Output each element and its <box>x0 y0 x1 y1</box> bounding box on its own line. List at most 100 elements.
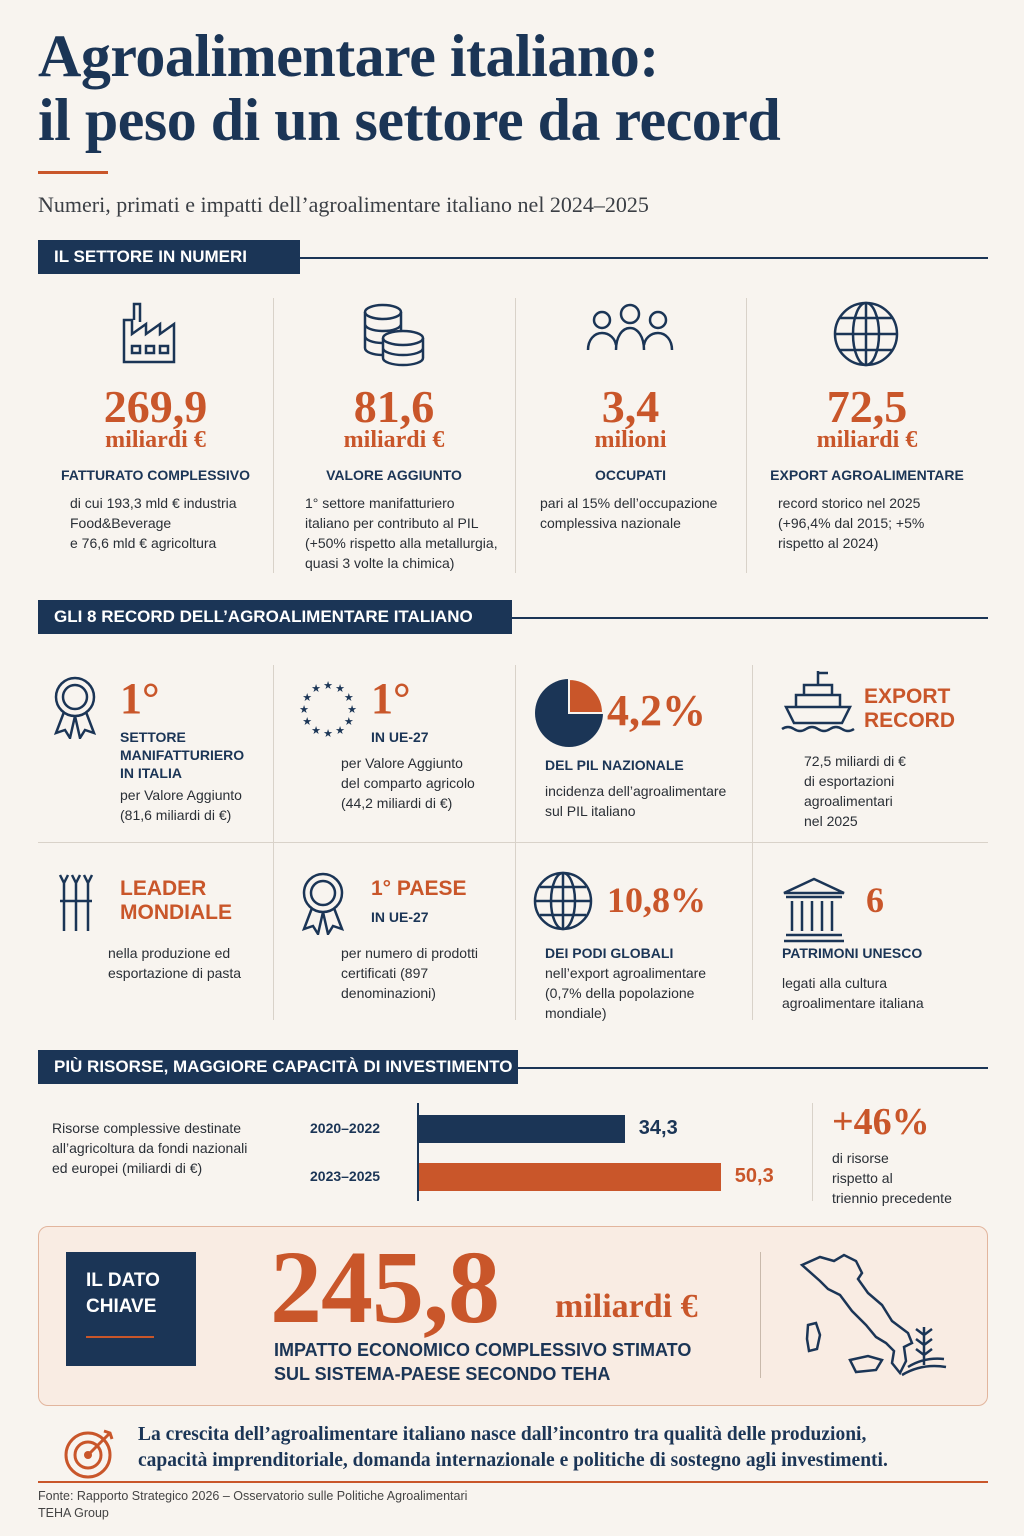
stat-label: EXPORT AGROALIMENTARE <box>770 467 964 483</box>
stat-unit: miliardi € <box>816 427 918 453</box>
svg-text:★: ★ <box>344 692 354 704</box>
record-description: esportazione di pasta <box>108 965 242 981</box>
svg-text:★: ★ <box>335 725 345 737</box>
record-description: per Valore Aggiunto <box>120 787 242 803</box>
stat-icon <box>586 303 673 351</box>
record-label: SETTORE <box>120 729 186 745</box>
stat-value: 72,5 <box>826 381 908 432</box>
key-description: SUL SISTEMA-PAESE SECONDO TEHA <box>274 1364 611 1384</box>
divider <box>273 298 274 573</box>
record-headline: 1° <box>371 674 411 723</box>
record-icon <box>53 676 97 739</box>
badge <box>66 1252 196 1366</box>
bar-category: 2023–2025 <box>310 1168 381 1184</box>
subtitle: Numeri, primati e impatti dell’agroalime… <box>38 192 649 217</box>
key-unit: miliardi € <box>555 1288 698 1325</box>
record-description: agroalimentari <box>804 793 893 809</box>
record-description: legati alla cultura <box>782 975 888 991</box>
record-label: IN UE-27 <box>371 909 429 925</box>
stat-description: rispetto al 2024) <box>778 535 879 551</box>
conclusion-line: capacità imprenditoriale, domanda intern… <box>138 1450 888 1471</box>
record-icon <box>535 677 605 747</box>
record-headline: 6 <box>866 880 884 920</box>
stat-description: quasi 3 volte la chimica) <box>305 555 455 571</box>
stat-description: e 76,6 mld € agricoltura <box>70 535 217 551</box>
svg-text:★: ★ <box>344 716 354 728</box>
divider <box>746 298 747 573</box>
record-description: per numero di prodotti <box>341 945 478 961</box>
key-panel <box>38 1226 988 1406</box>
record-label: DEI PODI GLOBALI <box>545 945 674 961</box>
record-description: (81,6 miliardi di €) <box>120 807 232 823</box>
record-headline: EXPORT <box>864 685 951 708</box>
stat-icon <box>363 303 425 367</box>
record-icon <box>533 871 593 931</box>
bar <box>419 1163 721 1191</box>
svg-text:★: ★ <box>347 704 357 716</box>
stat-label: OCCUPATI <box>594 467 667 483</box>
record-description: (0,7% della popolazione <box>545 985 695 1001</box>
section-heading: GLI 8 RECORD DELL’AGROALIMENTARE ITALIAN… <box>38 600 512 634</box>
svg-text:★: ★ <box>311 683 321 695</box>
section-rule <box>300 257 988 259</box>
stat-description: 1° settore manifatturiero <box>305 495 455 511</box>
stat-label: FATTURATO COMPLESSIVO <box>60 467 250 483</box>
title-line: il peso di un settore da record <box>38 87 781 153</box>
divider <box>760 1252 761 1378</box>
stat-description: di cui 193,3 mld € industria <box>70 495 237 511</box>
stat-value: 81,6 <box>353 381 435 432</box>
record-description: denominazioni) <box>341 985 436 1001</box>
record-label: IN ITALIA <box>120 765 182 781</box>
record-description: (44,2 miliardi di €) <box>341 795 453 811</box>
stat-unit: milioni <box>594 427 667 453</box>
bar <box>419 1115 625 1143</box>
stat-icon <box>122 302 175 364</box>
record-label: IN UE-27 <box>371 729 429 745</box>
investment-description: all’agricoltura da fondi nazionali <box>52 1140 248 1156</box>
svg-text:★: ★ <box>311 725 321 737</box>
stat-value: 3,4 <box>601 381 660 432</box>
source-line: TEHA Group <box>38 1506 109 1520</box>
record-description: certificati (897 <box>341 965 429 981</box>
badge-accent <box>86 1336 154 1338</box>
record-icon: ★ ★★★★★★★★★★★ <box>299 680 357 740</box>
record-label: PATRIMONI UNESCO <box>782 945 923 961</box>
svg-text:★: ★ <box>323 680 333 692</box>
target-icon <box>64 1429 114 1479</box>
stat-value: 269,9 <box>103 381 208 432</box>
key-value: 245,8 <box>270 1230 500 1345</box>
divider <box>515 298 516 573</box>
section-heading: PIÙ RISORSE, MAGGIORE CAPACITÀ DI INVEST… <box>38 1050 518 1084</box>
record-icon <box>781 671 855 733</box>
record-headline: 1° <box>120 674 160 723</box>
stat-icon <box>833 301 899 367</box>
section-heading: IL SETTORE IN NUMERI <box>38 240 300 274</box>
svg-text:★: ★ <box>302 716 312 728</box>
stat-unit: miliardi € <box>343 427 445 453</box>
investment-description: Risorse complessive destinate <box>52 1120 242 1136</box>
record-headline: MONDIALE <box>120 901 232 924</box>
record-description: nel 2025 <box>804 813 858 829</box>
record-headline: LEADER <box>120 877 207 900</box>
stat-description: record storico nel 2025 <box>778 495 921 511</box>
record-headline: 10,8% <box>607 880 706 920</box>
badge-text: IL DATO <box>86 1270 160 1291</box>
stat-description: pari al 15% dell’occupazione <box>540 495 718 511</box>
record-description: per Valore Aggiunto <box>341 755 463 771</box>
record-description: di esportazioni <box>804 773 895 789</box>
investment-description: ed europei (miliardi di €) <box>52 1160 203 1176</box>
divider <box>812 1103 813 1201</box>
svg-text:★: ★ <box>323 728 333 740</box>
record-headline: 4,2% <box>607 686 706 735</box>
svg-text:★: ★ <box>302 692 312 704</box>
stat-unit: miliardi € <box>105 427 206 453</box>
row-divider <box>38 842 988 843</box>
highlight-description: triennio precedente <box>832 1190 952 1206</box>
section-rule <box>512 617 988 619</box>
svg-text:★: ★ <box>335 683 345 695</box>
conclusion-line: La crescita dell’agroalimentare italiano… <box>138 1424 867 1445</box>
stat-description: (+96,4% dal 2015; +5% <box>778 515 925 531</box>
bar-value-label: 34,3 <box>638 1117 678 1139</box>
record-label: DEL PIL NAZIONALE <box>545 757 684 773</box>
